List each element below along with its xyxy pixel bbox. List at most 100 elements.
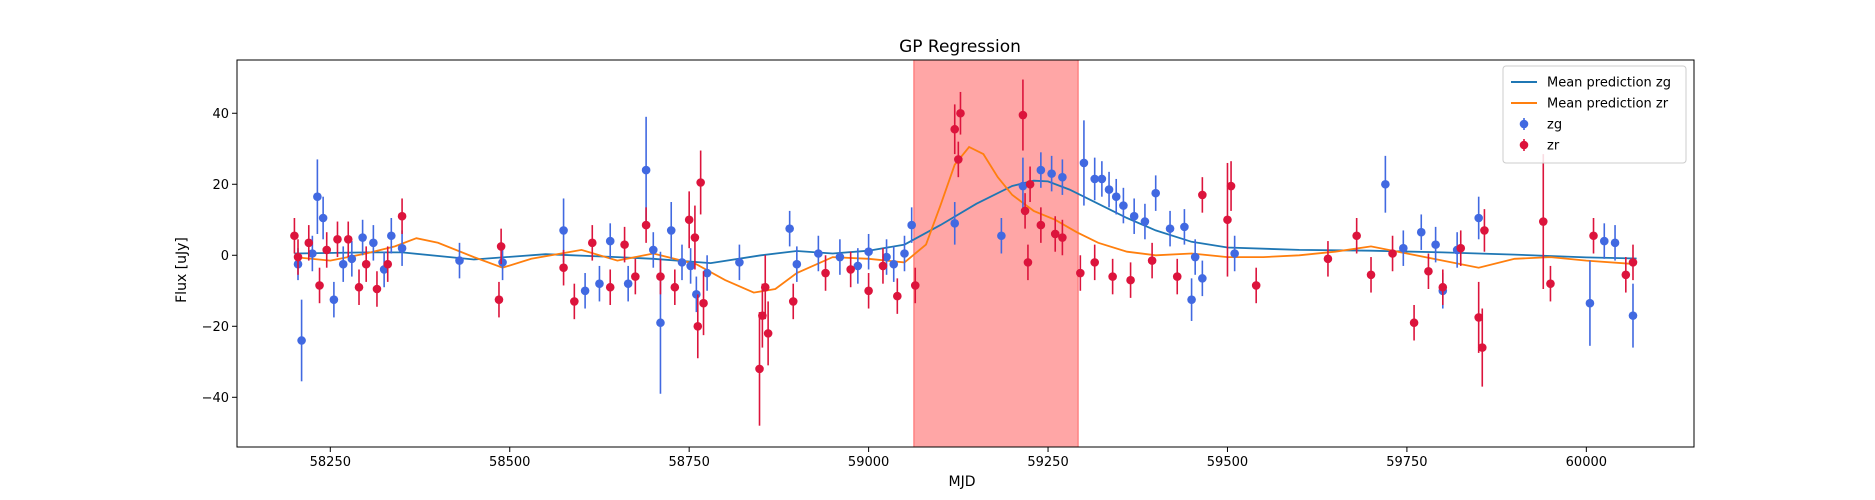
x-tick-label: 58250	[310, 455, 351, 470]
data-point	[308, 249, 317, 258]
data-point	[846, 265, 855, 274]
data-point	[313, 192, 322, 201]
data-point	[293, 252, 303, 262]
data-point	[1036, 220, 1046, 230]
data-point	[329, 295, 339, 304]
data-point	[304, 238, 314, 248]
data-point	[656, 272, 665, 281]
data-point	[878, 261, 888, 271]
legend-label: Mean prediction zg	[1547, 76, 1671, 91]
data-point	[1190, 252, 1200, 262]
data-point	[763, 329, 773, 338]
x-axis-label: MJD	[949, 474, 976, 490]
data-point	[785, 224, 794, 233]
data-point	[595, 279, 604, 288]
data-point	[760, 282, 770, 292]
data-point	[1628, 258, 1638, 267]
data-point	[338, 259, 348, 269]
data-point	[1090, 174, 1099, 184]
data-point	[864, 247, 873, 257]
data-point	[889, 259, 899, 269]
y-tick-label: 0	[221, 249, 229, 264]
data-point	[1147, 256, 1157, 265]
data-point	[1108, 272, 1117, 281]
data-point	[1538, 217, 1548, 226]
data-point	[1399, 243, 1408, 253]
data-point	[1323, 254, 1333, 264]
data-point	[1546, 279, 1555, 288]
y-tick-label: 20	[212, 178, 229, 193]
data-point	[1140, 217, 1150, 226]
x-tick-label: 60000	[1566, 455, 1607, 470]
data-point	[1230, 249, 1239, 258]
data-point	[910, 281, 920, 290]
data-point	[1018, 110, 1028, 120]
data-point	[347, 254, 357, 264]
plot-content	[290, 60, 1638, 447]
data-point	[1366, 270, 1376, 280]
data-point	[997, 231, 1006, 241]
data-point	[1058, 172, 1067, 182]
data-point	[686, 261, 695, 271]
data-point	[290, 231, 299, 241]
data-point	[648, 245, 658, 255]
data-point	[835, 252, 845, 262]
data-point	[1610, 238, 1620, 248]
data-point	[1424, 266, 1433, 276]
data-point	[864, 286, 873, 296]
data-point	[580, 286, 590, 296]
data-point	[692, 290, 701, 299]
y-tick-label: 40	[212, 107, 229, 122]
data-point	[1058, 233, 1067, 242]
data-point	[641, 220, 651, 230]
y-tick-label: −40	[202, 391, 229, 406]
data-point	[496, 242, 506, 251]
data-point	[1018, 181, 1028, 191]
data-point	[1456, 243, 1466, 253]
data-point	[950, 124, 960, 134]
legend-swatch-marker	[1519, 119, 1529, 129]
x-tick-label: 59750	[1386, 455, 1427, 470]
data-point	[318, 213, 328, 223]
series-points-zg	[293, 116, 1638, 394]
data-point	[1409, 318, 1419, 328]
data-point	[383, 259, 393, 269]
data-point	[893, 291, 902, 301]
data-point	[387, 231, 396, 241]
data-point	[792, 259, 802, 269]
legend-label: zg	[1547, 118, 1562, 133]
data-point	[735, 258, 744, 267]
data-point	[699, 298, 708, 308]
data-point	[684, 215, 694, 225]
data-point	[631, 272, 640, 281]
data-point	[1180, 222, 1189, 232]
axes-frame	[236, 59, 1695, 448]
data-point	[670, 282, 680, 292]
data-point	[1047, 169, 1056, 178]
data-point	[1223, 215, 1232, 225]
data-point	[950, 219, 960, 228]
data-point	[498, 258, 507, 267]
data-point	[677, 258, 687, 267]
data-point	[559, 263, 568, 273]
data-point	[570, 297, 579, 306]
data-point	[690, 233, 700, 242]
data-point	[1621, 270, 1631, 280]
data-point	[1352, 231, 1361, 241]
legend-swatch-marker	[1519, 140, 1529, 150]
data-point	[1025, 179, 1035, 189]
data-point	[455, 256, 464, 265]
data-point	[620, 240, 629, 249]
data-point	[494, 295, 504, 304]
data-point	[605, 236, 615, 246]
data-point	[354, 282, 364, 292]
data-point	[1198, 190, 1207, 200]
shaded-region	[913, 60, 1079, 447]
data-point	[1599, 236, 1609, 246]
data-point	[666, 226, 676, 235]
data-point	[372, 284, 382, 294]
data-point	[358, 233, 367, 242]
series-points-zr	[290, 79, 1638, 426]
data-point	[1416, 227, 1426, 237]
data-point	[1226, 181, 1236, 191]
